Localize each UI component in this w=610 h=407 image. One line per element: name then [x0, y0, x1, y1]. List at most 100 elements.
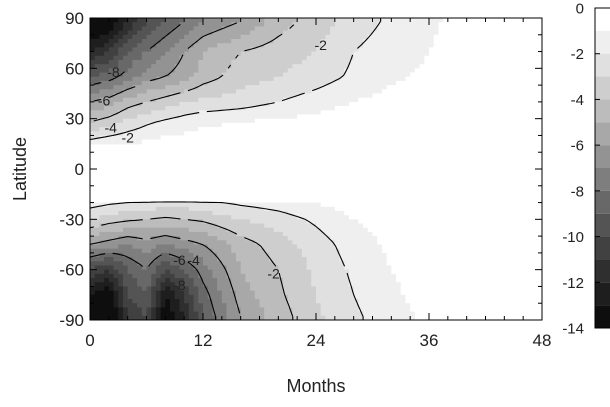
- contour-cell: [221, 273, 228, 279]
- contour-cell: [165, 315, 171, 320]
- contour-cell: [193, 265, 199, 271]
- contour-cell: [99, 227, 105, 233]
- contour-cell: [160, 118, 166, 124]
- contour-cell: [363, 231, 369, 237]
- contour-cell: [127, 299, 133, 304]
- contour-cell: [283, 89, 289, 95]
- contour-cell: [137, 286, 143, 292]
- contour-cell: [235, 248, 242, 254]
- contour-cell: [212, 286, 218, 292]
- contour-cell: [141, 315, 148, 320]
- contour-cell: [410, 76, 416, 82]
- contour-cell: [99, 38, 105, 44]
- contour-cell: [292, 290, 298, 296]
- contour-cell: [179, 59, 185, 65]
- contour-cell: [165, 101, 171, 107]
- contour-cell: [198, 261, 204, 267]
- contour-cell: [90, 269, 96, 275]
- contour-cell: [118, 85, 124, 90]
- contour-label: -2: [267, 265, 280, 281]
- contour-cell: [113, 97, 119, 103]
- contour-cell: [127, 286, 133, 292]
- contour-cell: [99, 122, 105, 128]
- contour-cell: [207, 210, 214, 216]
- contour-cell: [410, 252, 416, 258]
- contour-cell: [226, 93, 232, 99]
- contour-cell: [259, 131, 265, 137]
- contour-cell: [348, 265, 355, 271]
- contour-cell: [108, 110, 115, 116]
- contour-cell: [122, 114, 129, 120]
- contour-cell: [381, 215, 388, 220]
- contour-cell: [367, 59, 374, 65]
- contour-cell: [198, 89, 204, 95]
- contour-cell: [240, 223, 246, 229]
- contour-cell: [433, 303, 440, 309]
- contour-cell: [122, 303, 129, 309]
- contour-cell: [254, 43, 261, 48]
- contour-cell: [414, 257, 421, 262]
- contour-cell: [292, 110, 298, 116]
- contour-cell: [198, 110, 204, 116]
- contour-cell: [250, 47, 256, 53]
- contour-cell: [452, 315, 458, 320]
- contour-cell: [212, 236, 218, 241]
- contour-cell: [311, 47, 317, 53]
- contour-cell: [221, 18, 228, 23]
- contour-cell: [118, 18, 124, 23]
- contour-cell: [217, 215, 223, 220]
- contour-cell: [348, 236, 355, 241]
- contour-cell: [452, 311, 458, 317]
- x-tick-label: 48: [533, 331, 552, 350]
- contour-cell: [287, 290, 294, 296]
- contour-cell: [259, 135, 265, 141]
- contour-cell: [330, 299, 336, 304]
- contour-cell: [108, 290, 115, 296]
- contour-cell: [268, 215, 275, 220]
- contour-cell: [396, 294, 402, 300]
- contour-cell: [391, 290, 397, 296]
- contour-cell: [160, 127, 166, 132]
- contour-cell: [184, 278, 190, 283]
- contour-cell: [377, 273, 383, 279]
- contour-cell: [386, 294, 392, 300]
- contour-cell: [118, 231, 124, 237]
- contour-cell: [348, 26, 355, 32]
- contour-cell: [141, 122, 148, 128]
- contour-cell: [410, 59, 416, 65]
- contour-cell: [447, 76, 454, 82]
- contour-cell: [99, 273, 105, 279]
- contour-cell: [155, 315, 162, 320]
- contour-cell: [179, 311, 185, 317]
- contour-cell: [207, 64, 214, 69]
- contour-cell: [137, 273, 143, 279]
- contour-cell: [372, 106, 378, 111]
- contour-cell: [174, 294, 181, 300]
- contour-cell: [358, 248, 364, 254]
- contour-cell: [419, 227, 425, 233]
- contour-cell: [254, 34, 261, 40]
- contour-cell: [221, 294, 228, 300]
- contour-cell: [250, 290, 256, 296]
- contour-cell: [141, 273, 148, 279]
- contour-cell: [221, 252, 228, 258]
- contour-cell: [471, 34, 477, 40]
- contour-cell: [122, 269, 129, 275]
- contour-cell: [122, 101, 129, 107]
- contour-cell: [358, 311, 364, 317]
- contour-cell: [217, 101, 223, 107]
- contour-cell: [235, 206, 242, 212]
- contour-cell: [405, 273, 411, 279]
- contour-cell: [174, 22, 181, 27]
- contour-cell: [108, 286, 115, 292]
- contour-label: -6: [98, 93, 111, 109]
- colorbar-band: [595, 122, 610, 146]
- contour-cell: [301, 265, 308, 271]
- contour-cell: [151, 248, 157, 254]
- contour-cell: [377, 261, 383, 267]
- contour-cell: [198, 131, 204, 137]
- contour-cell: [122, 59, 129, 65]
- contour-cell: [122, 118, 129, 124]
- contour-cell: [132, 38, 138, 44]
- contour-cell: [170, 299, 176, 304]
